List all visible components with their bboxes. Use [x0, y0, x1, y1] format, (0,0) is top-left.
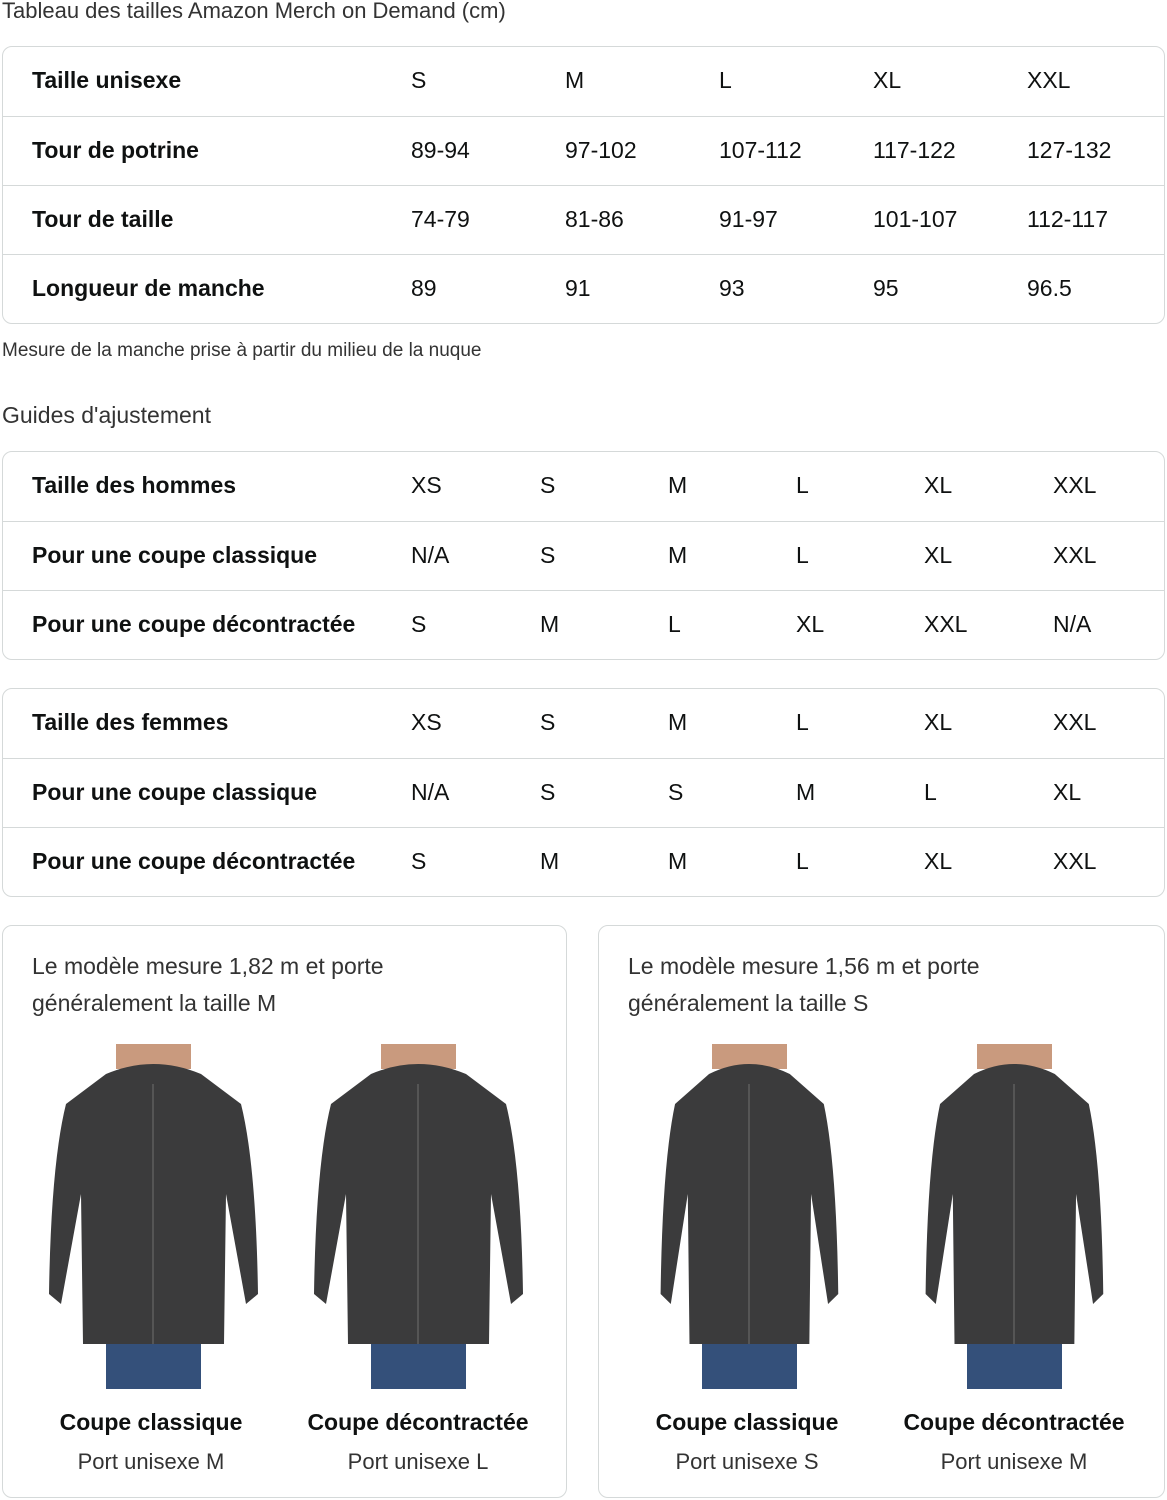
fit-caption: Coupe décontractée — [903, 1409, 1125, 1435]
table-row: Pour une coupe classique N/A S S M L XL — [3, 758, 1164, 827]
table-cell: 89-94 — [411, 137, 470, 163]
table-cell: XL — [1053, 779, 1082, 805]
table-cell: N/A — [411, 779, 450, 805]
table-cell: S — [668, 779, 684, 805]
table-cell: N/A — [1053, 611, 1092, 637]
row-label: Taille des hommes — [32, 472, 237, 498]
table-cell: XXL — [1053, 542, 1097, 568]
table-cell: 74-79 — [411, 206, 470, 232]
table-cell: M — [540, 611, 560, 637]
model-description: Le modèle mesure 1,82 m et porte général… — [32, 953, 384, 1016]
row-label: Pour une coupe classique — [32, 779, 318, 805]
table-cell: XL — [796, 611, 825, 637]
fit-size: Port unisexe M — [940, 1449, 1088, 1474]
table-cell: M — [540, 848, 560, 874]
table-row: Pour une coupe décontractée S M L XL XXL N/A — [3, 590, 1164, 659]
table-cell: XXL — [1053, 848, 1097, 874]
fit-caption: Coupe classique — [59, 1409, 243, 1435]
row-label: Taille des femmes — [32, 709, 229, 735]
model-photo — [311, 1044, 526, 1389]
fit-guide-heading: Guides d'ajustement — [2, 402, 211, 428]
table-cell: 91-97 — [719, 206, 778, 232]
table-cell: XXL — [1053, 709, 1097, 735]
table-cell: XL — [924, 472, 953, 498]
table-cell: 101-107 — [873, 206, 958, 232]
table-cell: S — [411, 611, 427, 637]
model-photo — [46, 1044, 261, 1389]
model-card-women: Le modèle mesure 1,56 m et porte général… — [598, 925, 1165, 1498]
table-cell: N/A — [411, 542, 450, 568]
table-cell: 96.5 — [1027, 275, 1072, 301]
table-cell: XL — [924, 848, 953, 874]
fit-caption: Coupe classique — [655, 1409, 839, 1435]
table-row: Pour une coupe décontractée S M M L XL XXL — [3, 827, 1164, 896]
table-cell: XS — [411, 709, 442, 735]
table-cell: M — [668, 709, 688, 735]
table-cell: L — [796, 472, 809, 498]
size-table: Taille unisexe S M L XL XXL Tour de potrine 89-… — [2, 46, 1165, 324]
table-cell: S — [540, 709, 556, 735]
row-label: Tour de potrine — [32, 137, 199, 163]
model-description: Le modèle mesure 1,56 m et porte général… — [628, 953, 980, 1016]
model-photo — [642, 1044, 857, 1389]
table-cell: L — [668, 611, 681, 637]
row-label: Taille unisexe — [32, 67, 182, 93]
table-row: Taille des femmes XS S M L XL XXL — [3, 689, 1164, 758]
table-cell: 117-122 — [873, 137, 956, 163]
sleeve-note: Mesure de la manche prise à partir du mi… — [2, 340, 482, 361]
table-row: Tour de potrine 89-94 97-102 107-112 117-122… — [3, 116, 1164, 185]
row-label: Pour une coupe décontractée — [32, 848, 356, 874]
row-label: Pour une coupe décontractée — [32, 611, 356, 637]
table-cell: L — [796, 542, 809, 568]
chart-title: Tableau des tailles Amazon Merch on Dema… — [2, 0, 506, 23]
table-row: Tour de taille 74-79 81-86 91-97 101-107 112-… — [3, 185, 1164, 254]
table-cell: S — [540, 779, 556, 805]
table-cell: XL — [924, 542, 953, 568]
table-cell: L — [796, 848, 809, 874]
table-cell: XS — [411, 472, 442, 498]
table-cell: M — [796, 779, 816, 805]
table-cell: 91 — [565, 275, 591, 301]
table-cell: S — [540, 472, 556, 498]
table-row: Pour une coupe classique N/A S M L XL XXL — [3, 521, 1164, 590]
men-fit-table: Taille des hommes XS S M L XL XXL Pour une coup… — [2, 451, 1165, 660]
table-cell: S — [411, 67, 427, 93]
table-cell: XXL — [1027, 67, 1071, 93]
table-cell: L — [796, 709, 809, 735]
table-cell: M — [668, 848, 688, 874]
model-card-men: Le modèle mesure 1,82 m et porte général… — [2, 925, 567, 1498]
table-cell: XL — [924, 709, 953, 735]
table-cell: L — [924, 779, 937, 805]
row-label: Pour une coupe classique — [32, 542, 318, 568]
table-cell: 81-86 — [565, 206, 624, 232]
table-cell: 107-112 — [719, 137, 802, 163]
table-cell: 112-117 — [1027, 206, 1108, 232]
table-row: Taille des hommes XS S M L XL XXL — [3, 452, 1164, 521]
table-cell: 97-102 — [565, 137, 637, 163]
model-photo — [907, 1044, 1122, 1389]
table-cell: L — [719, 67, 732, 93]
table-cell: XL — [873, 67, 902, 93]
fit-caption: Coupe décontractée — [307, 1409, 529, 1435]
fit-size: Port unisexe S — [675, 1449, 819, 1474]
table-cell: XXL — [924, 611, 968, 637]
table-cell: 127-132 — [1027, 137, 1112, 163]
table-cell: XXL — [1053, 472, 1097, 498]
row-label: Tour de taille — [32, 206, 174, 232]
fit-size: Port unisexe M — [77, 1449, 225, 1474]
table-row: Taille unisexe S M L XL XXL — [3, 47, 1164, 116]
table-cell: S — [411, 848, 427, 874]
row-label: Longueur de manche — [32, 275, 265, 301]
table-cell: M — [668, 472, 688, 498]
table-cell: 89 — [411, 275, 437, 301]
fit-size: Port unisexe L — [347, 1449, 489, 1474]
table-cell: M — [668, 542, 688, 568]
table-cell: M — [565, 67, 585, 93]
table-cell: 95 — [873, 275, 899, 301]
table-cell: S — [540, 542, 556, 568]
table-cell: 93 — [719, 275, 745, 301]
table-row: Longueur de manche 89 91 93 95 96.5 — [3, 254, 1164, 323]
women-fit-table: Taille des femmes XS S M L XL XXL Pour une coup… — [2, 688, 1165, 897]
